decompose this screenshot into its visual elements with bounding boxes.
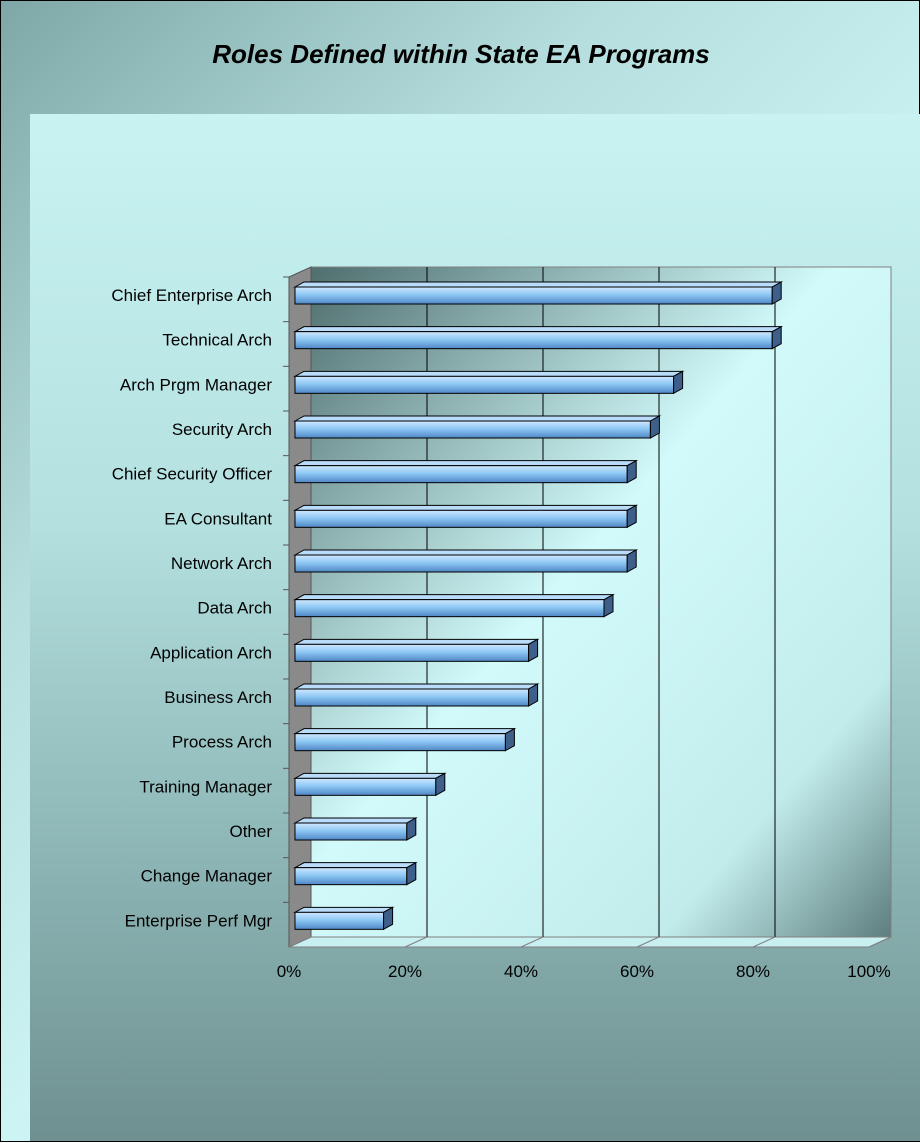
- bar-top-face: [293, 415, 662, 422]
- bar-front-face: [294, 375, 675, 394]
- bar: [293, 281, 784, 305]
- x-tick-label: 80%: [736, 962, 770, 981]
- bar-end-face: [626, 459, 637, 484]
- bar-top-face: [293, 862, 418, 869]
- bar-end-face: [771, 325, 782, 350]
- x-tick-label: 20%: [388, 962, 422, 981]
- category-label: Business Arch: [164, 688, 272, 707]
- x-tick-label: 40%: [504, 962, 538, 981]
- bar: [293, 325, 784, 350]
- bar-end-face: [673, 370, 684, 395]
- bar-top-face: [293, 281, 784, 288]
- category-label: EA Consultant: [164, 509, 272, 528]
- bar-top-face: [293, 638, 540, 645]
- bar-end-face: [406, 861, 417, 886]
- bar-top-face: [293, 460, 639, 467]
- floor-tick: [520, 936, 544, 948]
- bar-top-face: [293, 906, 395, 913]
- bar: [293, 861, 418, 886]
- bar-front-face: [294, 643, 530, 662]
- bar-front-face: [294, 420, 651, 439]
- floor-tick: [404, 936, 428, 948]
- bar: [293, 906, 395, 931]
- floor-tick: [868, 936, 892, 948]
- bar-front-face: [294, 554, 628, 573]
- floor-tick: [752, 936, 776, 948]
- category-label: Process Arch: [172, 733, 272, 752]
- category-label: Chief Enterprise Arch: [111, 286, 272, 305]
- bar-end-face: [603, 593, 614, 618]
- bar-front-face: [294, 867, 408, 886]
- bar-top-face: [293, 504, 639, 511]
- bar-top-face: [293, 683, 540, 690]
- category-label: Enterprise Perf Mgr: [125, 911, 273, 930]
- bar-top-face: [293, 772, 447, 779]
- bar-top-face: [293, 549, 639, 556]
- bar-front-face: [294, 599, 605, 618]
- bar-end-face: [435, 772, 446, 797]
- bar: [293, 817, 418, 841]
- bar-end-face: [383, 906, 394, 931]
- category-label: Other: [229, 822, 272, 841]
- category-label: Arch Prgm Manager: [120, 375, 272, 394]
- category-label: Data Arch: [197, 599, 272, 618]
- category-label: Chief Security Officer: [112, 465, 273, 484]
- category-label: Network Arch: [171, 554, 272, 573]
- bar-top-face: [293, 728, 517, 735]
- plot-floor: [288, 936, 892, 948]
- bar-front-face: [294, 777, 437, 796]
- bar: [293, 459, 639, 484]
- bar-end-face: [626, 549, 637, 573]
- bar-front-face: [294, 822, 408, 841]
- bar-top-face: [293, 817, 418, 824]
- category-label: Technical Arch: [162, 331, 272, 350]
- x-tick-label: 100%: [847, 962, 890, 981]
- bar-front-face: [294, 509, 628, 528]
- bar: [293, 772, 447, 797]
- category-label: Application Arch: [150, 643, 272, 662]
- bar-top-face: [293, 370, 685, 377]
- bar-front-face: [294, 286, 773, 305]
- bar: [293, 593, 615, 618]
- bar-end-face: [771, 281, 782, 305]
- floor-tick: [636, 936, 660, 948]
- chart-title: Roles Defined within State EA Programs: [212, 39, 710, 69]
- bar-end-face: [626, 504, 637, 529]
- bar-top-face: [293, 326, 784, 333]
- bar-front-face: [294, 688, 530, 707]
- bar-end-face: [528, 638, 539, 663]
- floor-tick: [288, 936, 312, 948]
- bar-end-face: [528, 683, 539, 707]
- bar-end-face: [406, 817, 417, 841]
- bar: [293, 683, 540, 707]
- bar-front-face: [294, 331, 773, 350]
- x-tick-label: 0%: [277, 962, 302, 981]
- bar: [293, 415, 662, 439]
- x-tick-label: 60%: [620, 962, 654, 981]
- bar: [293, 370, 685, 395]
- bar: [293, 727, 517, 752]
- bar: [293, 549, 639, 573]
- bar-end-face: [649, 415, 660, 439]
- bar-top-face: [293, 594, 615, 601]
- category-label: Training Manager: [139, 777, 272, 796]
- bar-front-face: [294, 733, 506, 752]
- bar-front-face: [294, 465, 628, 484]
- category-label: Change Manager: [141, 867, 273, 886]
- bar: [293, 638, 540, 663]
- bar: [293, 504, 639, 529]
- category-label: Security Arch: [172, 420, 272, 439]
- bar-front-face: [294, 911, 385, 930]
- bar-end-face: [504, 727, 515, 752]
